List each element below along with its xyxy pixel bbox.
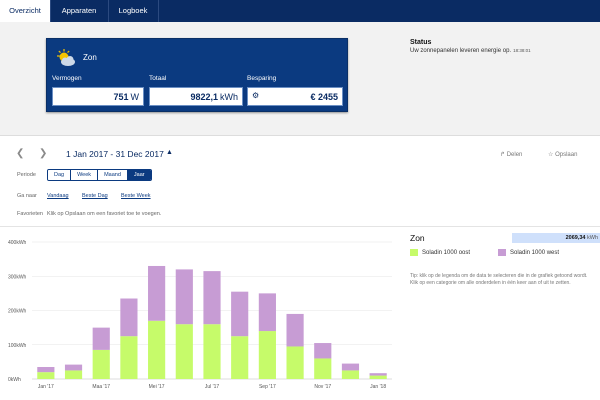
legend-total: 2069,34 kWh <box>512 233 600 243</box>
goto-vandaag-link[interactable]: Vandaag <box>47 193 69 199</box>
goto-beste-dag-link[interactable]: Beste Dag <box>82 193 108 199</box>
gear-icon: ⚙ <box>252 91 260 100</box>
share-label: Delen <box>506 152 523 158</box>
tab-separator <box>108 0 109 22</box>
x-tick-label: Maa '17 <box>92 384 110 390</box>
tab-separator <box>50 0 51 22</box>
star-icon: ☆ <box>548 152 554 158</box>
period-dag-button[interactable]: Dag <box>48 170 72 180</box>
save-label: Opslaan <box>555 152 578 158</box>
bar-west <box>148 265 166 321</box>
status-title: Status <box>410 39 432 46</box>
tab-overzicht[interactable]: Overzicht <box>0 0 50 22</box>
caret-up-icon[interactable]: ▲ <box>166 149 173 156</box>
legend-tip: Tip: klik op de legenda om de data te se… <box>410 273 588 286</box>
period-jaar-button[interactable]: Jaar <box>127 170 151 180</box>
production-chart: 0kWh 100kWh 200kWh 300kWh 400kWh Jan '17 Maa '… <box>8 240 392 390</box>
solar-summary-card: Zon Vermogen 751 W Totaal 9822,1 kWh Bespa… <box>46 38 348 112</box>
bar-oost <box>203 324 221 379</box>
vermogen-unit: W <box>130 92 140 102</box>
status-time: 18:38:01 <box>513 48 531 53</box>
legend-label-west: Soladin 1000 west <box>510 250 560 257</box>
share-button[interactable]: ↱ Delen <box>500 151 522 158</box>
date-range-selector[interactable]: 1 Jan 2017 - 31 Dec 2017 <box>66 149 164 159</box>
totaal-value-box: 9822,1 kWh <box>149 87 243 106</box>
tab-separator <box>158 0 159 22</box>
y-tick-label: 100kWh <box>8 343 27 349</box>
bar-west <box>203 271 221 325</box>
legend-swatch-west <box>498 249 506 256</box>
bar-west <box>314 343 332 359</box>
besparing-value: € 2455 <box>310 92 338 102</box>
bar-west <box>64 364 83 371</box>
y-tick-label: 300kWh <box>8 274 27 280</box>
legend-label-oost: Soladin 1000 oost <box>422 250 471 257</box>
bar-west <box>341 363 360 371</box>
bar-oost <box>92 349 110 379</box>
card-title: Zon <box>83 53 97 62</box>
next-period-icon[interactable]: ❯ <box>39 148 48 159</box>
bar-west <box>92 327 110 350</box>
goto-label: Ga naar <box>17 193 37 199</box>
bar-oost <box>175 324 193 379</box>
section-divider <box>0 226 600 227</box>
tab-apparaten[interactable]: Apparaten <box>61 6 97 15</box>
legend-total-unit: kWh <box>587 235 598 241</box>
bar-oost <box>341 370 360 379</box>
vermogen-value-box: 751 W <box>52 87 144 106</box>
period-selector: Dag Week Maand Jaar <box>47 169 152 181</box>
share-icon: ↱ <box>500 152 506 158</box>
totaal-unit: kWh <box>220 92 238 102</box>
status-text: Uw zonnepanelen leveren energie op. 18:38… <box>410 48 531 54</box>
x-tick-label: Nov '17 <box>314 384 331 390</box>
y-tick-label: 200kWh <box>8 309 27 315</box>
bar-oost <box>369 375 387 379</box>
sun-cloud-icon <box>57 49 75 66</box>
bar-oost <box>64 370 83 379</box>
x-tick-label: Jan '18 <box>370 384 386 390</box>
y-tick-label: 400kWh <box>8 240 27 246</box>
tab-logboek[interactable]: Logboek <box>118 6 148 15</box>
y-tick-label: 0kWh <box>8 377 21 383</box>
x-tick-label: Jul '17 <box>205 384 220 390</box>
bar-oost <box>120 336 138 379</box>
period-week-button[interactable]: Week <box>71 170 99 180</box>
bar-west <box>231 291 249 337</box>
legend-title: Zon <box>410 233 425 243</box>
bar-oost <box>314 358 332 379</box>
top-navigation: Overzicht Apparaten Logboek <box>0 0 600 22</box>
totaal-label: Totaal <box>149 75 167 82</box>
favorites-label: Favorieten <box>17 211 43 217</box>
bar-oost <box>258 331 276 379</box>
totaal-value: 9822,1 <box>190 92 218 102</box>
legend-item-oost[interactable]: Soladin 1000 oost <box>410 249 470 256</box>
x-tick-label: Mei '17 <box>149 384 165 390</box>
x-tick-label: Sep '17 <box>259 384 276 390</box>
bar-west <box>175 269 193 325</box>
bar-west <box>37 367 55 373</box>
bar-west <box>120 298 138 337</box>
bar-west <box>369 373 387 376</box>
period-label: Periode <box>17 172 36 178</box>
bar-west <box>286 313 304 347</box>
bar-oost <box>286 346 304 379</box>
favorites-hint: Klik op Opslaan om een favoriet toe te v… <box>47 211 162 217</box>
bar-oost <box>148 320 166 379</box>
period-maand-button[interactable]: Maand <box>98 170 128 180</box>
status-message: Uw zonnepanelen leveren energie op. <box>410 48 512 54</box>
legend-item-west[interactable]: Soladin 1000 west <box>498 249 559 256</box>
vermogen-value: 751 <box>113 92 129 102</box>
besparing-label: Besparing <box>247 75 277 82</box>
vermogen-label: Vermogen <box>52 75 82 82</box>
save-button[interactable]: ☆ Opslaan <box>548 151 577 158</box>
legend-swatch-oost <box>410 249 418 256</box>
x-tick-label: Jan '17 <box>38 384 54 390</box>
goto-beste-week-link[interactable]: Beste Week <box>121 193 151 199</box>
legend-total-value: 2069,34 <box>565 235 586 241</box>
bar-oost <box>37 372 55 379</box>
previous-period-icon[interactable]: ❮ <box>16 148 25 159</box>
bar-oost <box>231 336 249 379</box>
bar-west <box>258 293 276 332</box>
besparing-value-box: ⚙ € 2455 <box>247 87 343 106</box>
